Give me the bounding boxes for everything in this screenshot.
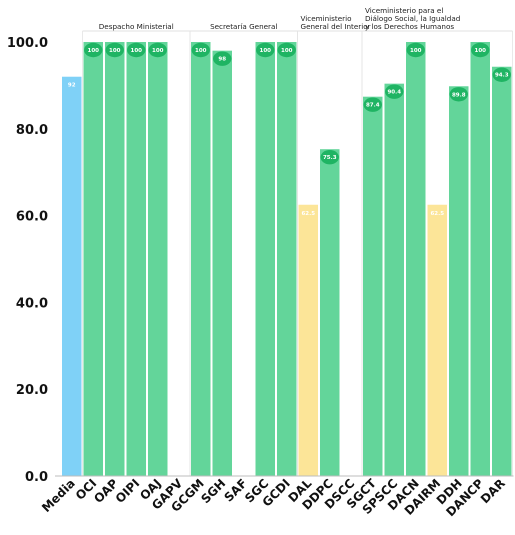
- bar-value-badge: [320, 149, 339, 165]
- bar: [255, 42, 275, 476]
- bar-value-label: 100: [109, 48, 121, 54]
- group-headers: Despacho Ministerial Secretaría General Vi…: [82, 6, 513, 476]
- bar-value-badge: [277, 42, 296, 58]
- bar-value-label: 100: [152, 48, 164, 54]
- bar-value-label: 75.3: [323, 155, 337, 161]
- bar-value-badge: [428, 205, 447, 220]
- bar-value-label: 100: [260, 48, 272, 54]
- y-tick-label: 100.0: [7, 36, 48, 51]
- bar-value-badge: [471, 42, 490, 58]
- group-header-label: y los Derechos Humanos: [365, 22, 454, 31]
- bar: [191, 42, 211, 476]
- bar-value-badge: [127, 42, 146, 58]
- bar-value-badge: [299, 205, 318, 220]
- bar: [320, 149, 340, 476]
- bar-value-label: 100: [88, 48, 100, 54]
- bar-value-badge: [449, 87, 468, 102]
- bar-value-label: 100: [195, 48, 207, 54]
- bar: [492, 66, 512, 476]
- bar-value-label: 89.8: [452, 92, 466, 98]
- x-tick-label: DAR: [478, 476, 508, 506]
- bar-value-label: 100: [281, 48, 293, 54]
- bar-value-label: 62.5: [430, 211, 444, 217]
- bar-value-badge: [191, 42, 210, 58]
- bar-value-label: 92: [68, 83, 76, 89]
- bar-value-badge: [363, 97, 382, 112]
- bar: [470, 42, 490, 476]
- group-header-label: General del Interior: [301, 22, 371, 31]
- bar-value-badge: [256, 42, 275, 58]
- bar: [212, 50, 232, 477]
- bar: [298, 204, 318, 476]
- bar-value-badge: [406, 42, 425, 58]
- y-axis: 0.0 20.0 40.0 60.0 80.0 100.0: [7, 36, 48, 485]
- x-axis: MediaOCIOAPOIPIOAJGAPVGCGMSGHSAFSGCGCDID…: [39, 475, 514, 519]
- y-tick-label: 20.0: [16, 383, 48, 398]
- bar-value-label: 94.3: [495, 73, 509, 79]
- bar: [148, 42, 168, 476]
- bar: [449, 86, 469, 476]
- bar-value-badge: [492, 67, 511, 82]
- bar: [83, 42, 103, 476]
- group-header-label: Secretaría General: [210, 22, 277, 31]
- bar-value-label: 90.4: [387, 90, 401, 96]
- group-header-label: Diálogo Social, la Igualdad: [365, 14, 460, 23]
- bar-value-label: 100: [410, 48, 422, 54]
- bar-value-badge: [84, 42, 103, 58]
- bar-value-badge: [62, 77, 81, 92]
- bar: [406, 42, 426, 476]
- y-tick-label: 60.0: [16, 210, 48, 225]
- group-header-label: Despacho Ministerial: [99, 22, 174, 31]
- group-header-label: Viceministerio: [301, 14, 352, 23]
- bar: [126, 42, 146, 476]
- bar-value-label: 100: [475, 48, 487, 54]
- bar-value-label: 87.4: [366, 103, 380, 109]
- group-header-label: Viceministerio para el: [365, 6, 443, 15]
- y-tick-label: 0.0: [25, 470, 48, 485]
- bar: [384, 83, 404, 476]
- bar: [427, 204, 447, 476]
- bar-value-badge: [105, 42, 124, 58]
- bar-value-badge: [213, 51, 232, 66]
- bar: [277, 42, 297, 476]
- y-tick-label: 40.0: [16, 296, 48, 311]
- bar: [62, 76, 82, 476]
- y-tick-label: 80.0: [16, 123, 48, 138]
- bar-value-badge: [148, 42, 167, 58]
- bar-value-label: 100: [131, 48, 143, 54]
- bar-value-label: 98: [218, 57, 226, 63]
- bar-value-badge: [385, 84, 404, 99]
- bar: [105, 42, 125, 476]
- bar: [363, 96, 383, 477]
- bar-value-label: 62.5: [301, 211, 315, 217]
- bars: 92 100 100 100 100 100 98 100 100 62.5 75.3 87.4 90.…: [62, 42, 512, 477]
